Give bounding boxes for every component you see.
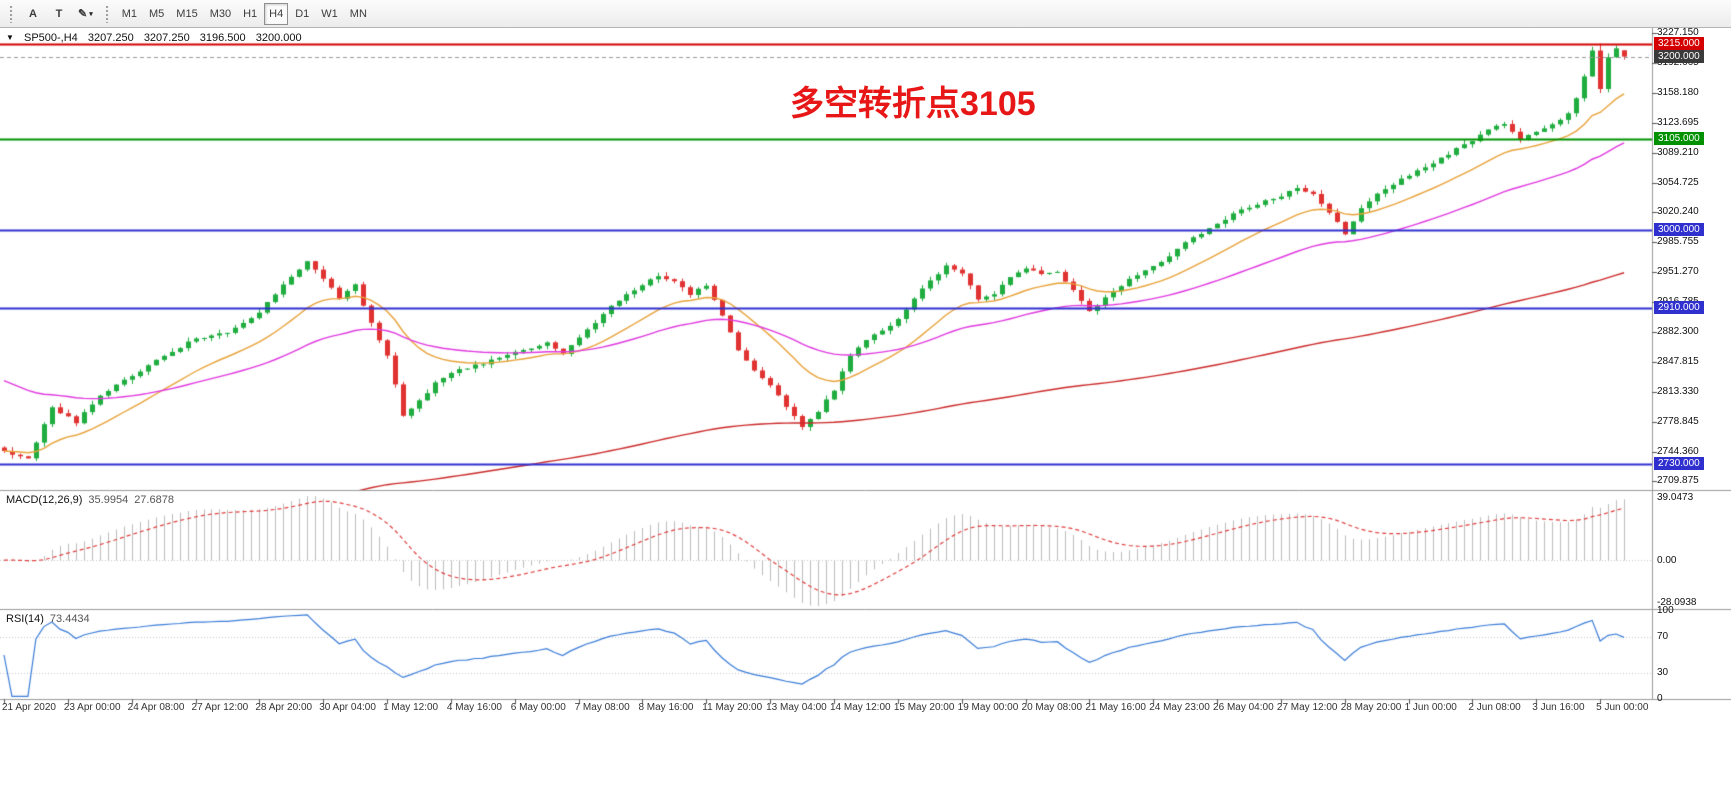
time-axis-label: 2 Jun 08:00	[1468, 702, 1521, 713]
price-axis-tick: 2882.300	[1657, 325, 1699, 337]
time-axis-label: 30 Apr 04:00	[319, 702, 376, 713]
rsi-axis-tick: 30	[1657, 666, 1669, 678]
price-level-badge: 2730.000	[1654, 456, 1704, 470]
price-axis-tick: 2709.875	[1657, 475, 1699, 487]
price-axis-tick: 2951.270	[1657, 266, 1699, 278]
price-axis-tick: 3123.695	[1657, 116, 1699, 128]
time-axis-label: 1 Jun 00:00	[1404, 702, 1457, 713]
time-axis-label: 4 May 16:00	[446, 702, 502, 713]
price-axis-tick: 2813.330	[1657, 385, 1699, 397]
rsi-axis-tick: 100	[1657, 605, 1674, 616]
time-axis-label: 6 May 00:00	[510, 702, 566, 713]
price-level-badge: 3000.000	[1654, 222, 1704, 236]
time-axis-label: 1 May 12:00	[383, 702, 439, 713]
time-axis-label: 11 May 20:00	[702, 702, 763, 713]
time-axis-label: 15 May 20:00	[893, 702, 955, 713]
timeframe-m5-button[interactable]: M5	[144, 3, 169, 25]
timeframe-m15-button[interactable]: M15	[171, 3, 202, 25]
time-axis-label: 8 May 16:00	[638, 702, 694, 713]
time-axis-label: 24 May 23:00	[1149, 702, 1210, 713]
toolbar-drag-handle[interactable]	[9, 4, 14, 23]
macd-signal-value: 27.6878	[134, 494, 174, 506]
collapse-ohlc-icon[interactable]: ▼	[6, 33, 14, 42]
timeframe-d1-button[interactable]: D1	[290, 3, 314, 25]
time-axis-label: 5 Jun 00:00	[1596, 702, 1649, 713]
time-axis-label: 20 May 08:00	[1021, 702, 1083, 713]
price-axis-tick: 3054.725	[1657, 176, 1699, 188]
symbol-label: SP500-,H4	[23, 32, 78, 44]
time-axis-label: 26 May 04:00	[1213, 702, 1274, 713]
macd-axis-min: -28.0938	[1657, 597, 1697, 608]
close-value: 3200.000	[255, 32, 302, 44]
timeframe-w1-button[interactable]: W1	[316, 3, 343, 25]
rsi-axis-tick: 0	[1657, 693, 1663, 704]
time-axis-label: 19 May 00:00	[957, 702, 1019, 713]
rsi-axis-tick: 70	[1657, 631, 1669, 643]
dropdown-caret-icon: ▾	[89, 10, 93, 18]
chart-annotation-text: 多空转折点3105	[790, 85, 1036, 123]
timeframe-m1-button[interactable]: M1	[117, 3, 142, 25]
label-tool-button[interactable]: A	[21, 3, 45, 25]
time-axis-label: 21 Apr 2020	[2, 702, 56, 713]
macd-name: MACD(12,26,9)	[6, 494, 83, 506]
price-axis-tick: 3227.150	[1657, 27, 1699, 39]
time-axis-label: 24 Apr 08:00	[127, 702, 185, 713]
toolbar: A T ✎ ▾ M1 M5 M15 M30 H1 H4 D1 W1 MN	[0, 0, 1731, 28]
price-axis-tick: 2985.755	[1657, 236, 1699, 248]
rsi-name: RSI(14)	[6, 613, 44, 625]
time-axis-label: 13 May 04:00	[766, 702, 827, 713]
time-axis-label: 21 May 16:00	[1085, 702, 1146, 713]
macd-main-value: 35.9954	[88, 494, 129, 506]
time-axis-label: 7 May 08:00	[574, 702, 630, 713]
price-axis-tick: 2778.845	[1657, 415, 1699, 427]
price-level-badge: 2910.000	[1654, 300, 1704, 314]
toolbar-drag-handle[interactable]	[104, 4, 110, 23]
text-tool-button[interactable]: T	[47, 3, 71, 25]
time-axis-label: 28 Apr 20:00	[255, 702, 313, 713]
timeframe-h1-button[interactable]: H1	[238, 3, 262, 25]
ohlc-info: ▼ SP500-,H4 3207.250 3207.250 3196.500 3…	[6, 32, 309, 44]
rsi-label: RSI(14) 73.4434	[6, 613, 90, 625]
time-axis-label: 14 May 12:00	[829, 702, 891, 713]
open-value: 3207.250	[87, 32, 134, 44]
price-axis-tick: 3089.210	[1657, 146, 1699, 158]
price-axis-tick: 2744.360	[1657, 445, 1699, 457]
chart-canvas[interactable]	[0, 28, 1731, 797]
time-axis-label: 27 May 12:00	[1276, 702, 1338, 713]
timeframe-m30-button[interactable]: M30	[205, 3, 236, 25]
macd-axis-max: 39.0473	[1657, 492, 1694, 503]
time-axis-label: 3 Jun 16:00	[1532, 702, 1585, 713]
macd-label: MACD(12,26,9) 35.9954 27.6878	[6, 494, 174, 506]
timeframe-h4-button[interactable]: H4	[264, 2, 289, 25]
drawing-tools-button[interactable]: ✎ ▾	[73, 3, 98, 25]
timeframe-mn-button[interactable]: MN	[345, 3, 372, 25]
high-value: 3207.250	[143, 32, 190, 44]
price-axis-tick: 3020.240	[1657, 206, 1699, 218]
low-value: 3196.500	[199, 32, 246, 44]
macd-axis-zero: 0.00	[1657, 554, 1677, 566]
price-level-badge: 3105.000	[1654, 131, 1704, 145]
price-level-badge: 3215.000	[1654, 36, 1704, 50]
time-axis-label: 28 May 20:00	[1340, 702, 1402, 713]
price-axis-tick: 2847.815	[1657, 355, 1699, 367]
time-axis-label: 23 Apr 00:00	[63, 702, 121, 713]
price-level-badge: 3200.000	[1654, 49, 1704, 63]
price-axis-tick: 3158.180	[1657, 86, 1699, 98]
rsi-value: 73.4434	[49, 613, 90, 625]
time-axis-label: 27 Apr 12:00	[191, 702, 249, 713]
